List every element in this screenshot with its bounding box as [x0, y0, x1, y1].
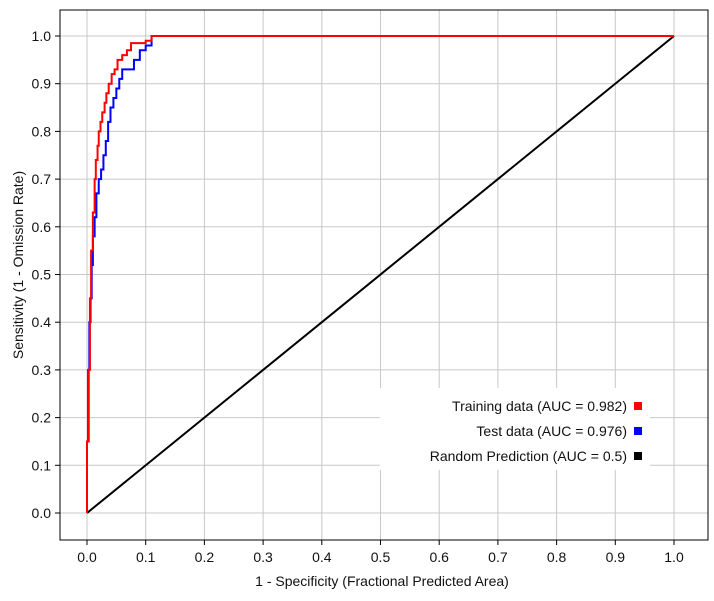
y-axis-label: Sensitivity (1 - Omission Rate) [10, 171, 26, 359]
y-tick-label: 0.0 [32, 505, 52, 521]
legend-swatch [634, 427, 642, 435]
x-tick-label: 0.6 [429, 549, 449, 565]
y-tick-label: 0.8 [32, 123, 52, 139]
y-tick-label: 0.5 [32, 267, 52, 283]
x-tick-label: 0.7 [488, 549, 508, 565]
x-tick-label: 0.9 [606, 549, 626, 565]
y-tick-label: 0.4 [32, 314, 52, 330]
legend-label: Training data (AUC = 0.982) [452, 398, 627, 414]
y-tick-label: 0.1 [32, 457, 52, 473]
y-tick-label: 0.6 [32, 219, 52, 235]
x-tick-label: 1.0 [664, 549, 684, 565]
legend-swatch [634, 402, 642, 410]
x-tick-label: 0.1 [136, 549, 156, 565]
legend-label: Random Prediction (AUC = 0.5) [430, 448, 627, 464]
y-tick-label: 0.9 [32, 76, 52, 92]
series-layer [86, 35, 675, 514]
x-tick-label: 0.3 [253, 549, 273, 565]
y-tick-label: 0.2 [32, 410, 52, 426]
y-tick-label: 0.7 [32, 171, 52, 187]
legend-swatch [634, 452, 642, 460]
x-tick-label: 0.8 [547, 549, 567, 565]
series-line-random [86, 35, 675, 514]
y-tick-label: 0.3 [32, 362, 52, 378]
y-tick-label: 1.0 [32, 28, 52, 44]
legend-label: Test data (AUC = 0.976) [476, 423, 627, 439]
x-tick-label: 0.5 [371, 549, 391, 565]
x-tick-label: 0.4 [312, 549, 332, 565]
ticks-layer: 0.0 0.1 0.2 0.3 0.4 0.5 0.6 0.7 0.8 0.9 1.0 0.0 0.1 0… [32, 28, 684, 565]
series-line-training [86, 35, 674, 513]
x-axis-label: 1 - Specificity (Fractional Predicted Ar… [255, 573, 509, 589]
x-tick-label: 0.2 [195, 549, 215, 565]
legend-box [380, 388, 650, 470]
x-tick-label: 0.0 [77, 549, 97, 565]
legend: Training data (AUC = 0.982) Test data (AU… [380, 388, 650, 470]
